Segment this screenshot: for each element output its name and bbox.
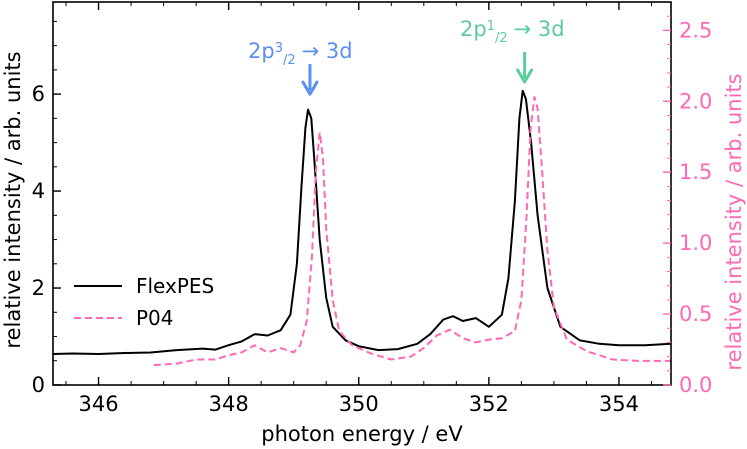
- arrow-head: [301, 80, 319, 96]
- x-tick-label: 354: [599, 392, 639, 416]
- x-tick-label: 348: [209, 392, 249, 416]
- annotation-label-2p3-2: 2p3/2 → 3d: [248, 39, 353, 68]
- y-left-tick-label: 2: [32, 276, 45, 300]
- y-right-tick-label: 1.5: [679, 160, 712, 184]
- legend: FlexPES P04: [74, 274, 214, 330]
- y-axis-left: 0 2 4 6: [32, 20, 61, 397]
- legend-label-flexpes: FlexPES: [136, 274, 214, 298]
- annotation-2p3-2: 2p3/2 → 3d: [248, 39, 353, 96]
- series-layer: [52, 89, 672, 367]
- series-line-flexpes: [52, 89, 672, 355]
- y-right-tick-label: 0.0: [679, 373, 712, 397]
- x-axis-title: photon energy / eV: [261, 422, 463, 446]
- series-line-p04: [153, 96, 671, 367]
- x-tick-label: 346: [78, 392, 118, 416]
- x-axis: 346 348 350 352 354: [65, 2, 652, 416]
- y-left-tick-label: 4: [32, 179, 45, 203]
- down-arrow-icon: [301, 64, 319, 96]
- y-right-tick-label: 2.0: [679, 89, 712, 113]
- x-tick-label: 352: [469, 392, 509, 416]
- arrow-head: [516, 68, 534, 84]
- plot-frame: [52, 1, 672, 386]
- x-tick-label: 350: [339, 392, 379, 416]
- legend-label-p04: P04: [136, 306, 174, 330]
- y-axis-left-title: relative intensity / arb. units: [1, 51, 25, 348]
- y-left-tick-label: 6: [32, 82, 45, 106]
- y-axis-right-title: relative intensity / arb. units: [722, 73, 746, 370]
- down-arrow-icon: [516, 51, 534, 84]
- annotation-2p1-2: 2p1/2 → 3d: [460, 17, 565, 84]
- y-right-tick-label: 0.5: [679, 302, 712, 326]
- y-left-tick-label: 0: [32, 373, 45, 397]
- y-axis-right: 0.0 0.5 1.0 1.5 2.0 2.5: [663, 15, 712, 397]
- annotation-label-2p1-2: 2p1/2 → 3d: [460, 17, 565, 46]
- y-right-tick-label: 1.0: [679, 231, 712, 255]
- y-right-tick-label: 2.5: [679, 18, 712, 42]
